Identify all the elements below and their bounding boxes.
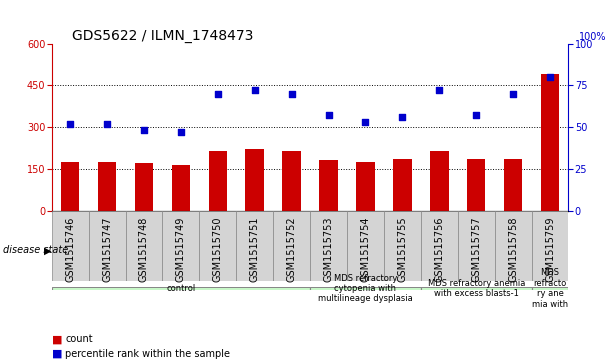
Point: [361, 119, 370, 125]
Bar: [531, 287, 568, 290]
Text: ■: ■: [52, 334, 66, 344]
Text: GSM1515753: GSM1515753: [323, 216, 334, 282]
Point: [139, 127, 149, 133]
Point: [176, 129, 186, 135]
Bar: [246, 149, 264, 211]
Text: GDS5622 / ILMN_1748473: GDS5622 / ILMN_1748473: [72, 29, 254, 42]
Bar: [282, 151, 301, 211]
Point: [287, 91, 297, 97]
Text: MDS refractory anemia
with excess blasts-1: MDS refractory anemia with excess blasts…: [427, 279, 525, 298]
Point: [250, 87, 260, 93]
Bar: [52, 287, 310, 290]
Bar: [89, 211, 125, 281]
Text: GSM1515746: GSM1515746: [65, 216, 75, 282]
Text: GSM1515759: GSM1515759: [545, 216, 555, 282]
Bar: [310, 287, 421, 290]
Bar: [209, 151, 227, 211]
Text: GSM1515751: GSM1515751: [250, 216, 260, 282]
Bar: [356, 162, 375, 211]
Bar: [319, 160, 338, 211]
Text: GSM1515748: GSM1515748: [139, 216, 149, 282]
Text: GSM1515752: GSM1515752: [286, 216, 297, 282]
Text: count: count: [65, 334, 92, 344]
Bar: [135, 163, 153, 211]
Text: GSM1515755: GSM1515755: [398, 216, 407, 282]
Bar: [171, 165, 190, 211]
Bar: [162, 211, 199, 281]
Bar: [421, 287, 531, 290]
Text: MDS refractory
cytopenia with
multilineage dysplasia: MDS refractory cytopenia with multilinea…: [318, 274, 413, 303]
Bar: [125, 211, 162, 281]
Point: [102, 121, 112, 127]
Bar: [310, 211, 347, 281]
Point: [398, 114, 407, 120]
Bar: [430, 151, 449, 211]
Bar: [384, 211, 421, 281]
Point: [213, 91, 223, 97]
Bar: [495, 211, 531, 281]
Bar: [421, 211, 458, 281]
Point: [545, 74, 555, 80]
Bar: [393, 159, 412, 211]
Text: GSM1515757: GSM1515757: [471, 216, 481, 282]
Text: GSM1515750: GSM1515750: [213, 216, 223, 282]
Bar: [98, 162, 116, 211]
Text: GSM1515754: GSM1515754: [361, 216, 370, 282]
Bar: [273, 211, 310, 281]
Text: GSM1515747: GSM1515747: [102, 216, 112, 282]
Bar: [458, 211, 495, 281]
Bar: [347, 211, 384, 281]
Bar: [541, 74, 559, 211]
Bar: [504, 159, 522, 211]
Text: ▶: ▶: [44, 245, 51, 256]
Text: disease state: disease state: [3, 245, 68, 256]
Text: ■: ■: [52, 349, 66, 359]
Bar: [467, 159, 485, 211]
Point: [65, 121, 75, 127]
Bar: [52, 211, 89, 281]
Point: [471, 113, 481, 118]
Bar: [531, 211, 568, 281]
Text: percentile rank within the sample: percentile rank within the sample: [65, 349, 230, 359]
Bar: [61, 162, 80, 211]
Text: MDS
refracto
ry ane
mia with: MDS refracto ry ane mia with: [532, 269, 568, 309]
Text: control: control: [166, 284, 196, 293]
Point: [434, 87, 444, 93]
Point: [508, 91, 518, 97]
Bar: [237, 211, 273, 281]
Text: 100%: 100%: [579, 32, 606, 42]
Text: GSM1515758: GSM1515758: [508, 216, 518, 282]
Point: [323, 113, 333, 118]
Text: GSM1515756: GSM1515756: [434, 216, 444, 282]
Bar: [199, 211, 237, 281]
Text: GSM1515749: GSM1515749: [176, 216, 186, 282]
